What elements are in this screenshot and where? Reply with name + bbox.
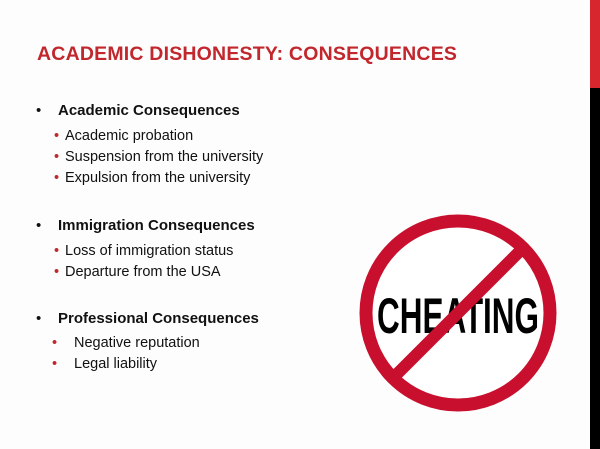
section-heading: • Professional Consequences: [36, 310, 259, 327]
list-item: • Negative reputation: [52, 335, 200, 351]
list-item: • Academic probation: [54, 128, 194, 144]
list-item: • Loss of immigration status: [54, 243, 234, 259]
no-cheating-icon: CHEATING: [359, 214, 557, 412]
section-heading: • Academic Consequences: [36, 102, 240, 119]
list-item: • Suspension from the university: [54, 149, 264, 165]
accent-bar-black: [590, 88, 600, 449]
accent-bar-red: [590, 0, 600, 88]
slide-title: ACADEMIC DISHONESTY: CONSEQUENCES: [37, 43, 458, 65]
section-heading: • Immigration Consequences: [36, 217, 255, 234]
list-item: • Departure from the USA: [54, 264, 221, 280]
list-item: • Expulsion from the university: [54, 170, 251, 186]
prohibition-slash: [388, 243, 528, 383]
list-item: • Legal liability: [52, 356, 158, 372]
